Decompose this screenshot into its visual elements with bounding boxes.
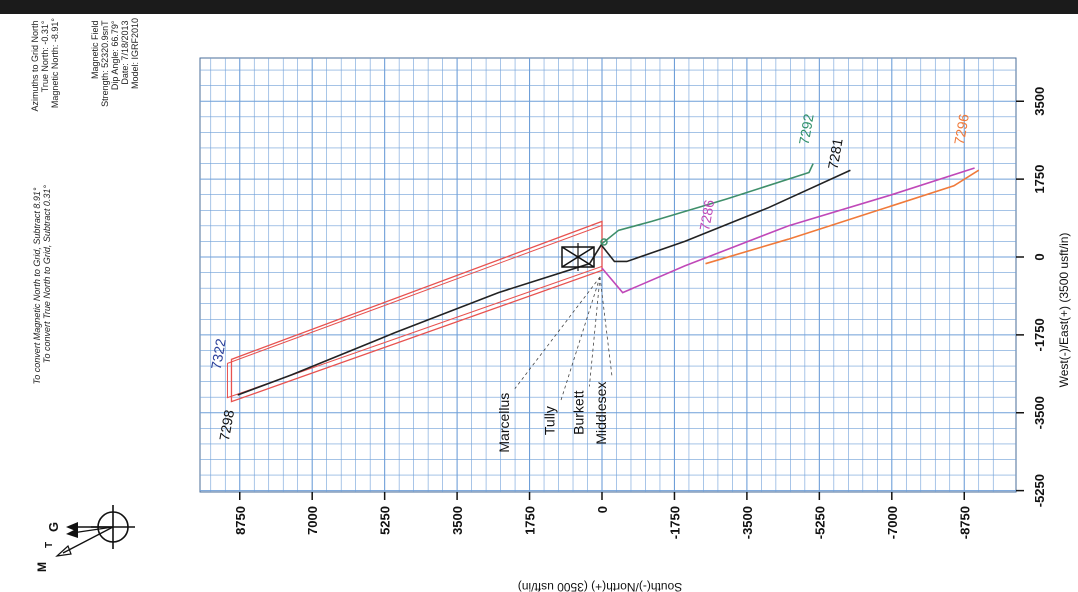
formation-leader <box>560 276 601 403</box>
well-path-7298 <box>237 243 603 396</box>
azimuth-info: Azimuths to Grid North True North: -0.31… <box>30 18 60 112</box>
north-arrow-label-magnetic: M <box>35 562 49 572</box>
x-tick-label: 0 <box>595 506 610 513</box>
lease-boundary <box>226 220 603 403</box>
x-tick-label: 1750 <box>523 506 538 535</box>
magnetic-line-1: Magnetic Field <box>90 21 100 80</box>
x-tick-label: 7000 <box>305 506 320 535</box>
y-tick-label: 3500 <box>1032 87 1047 116</box>
formation-label: Middlesex <box>593 382 609 445</box>
well-path-7296 <box>705 169 980 265</box>
magnetic-line-3: Dip Angle: 66.79° <box>110 20 120 90</box>
conversion-notes: To convert Magnetic North to Grid, Subtr… <box>32 185 52 385</box>
formation-label: Marcellus <box>496 393 512 453</box>
well-labels: 7322 7298 7292 7281 7286 7296 <box>208 112 972 442</box>
x-tick-label: 5250 <box>378 506 393 535</box>
formation-leader <box>588 276 601 387</box>
formation-leader <box>599 276 613 378</box>
magnetic-line-5: Model: IGRF2010 <box>130 18 140 89</box>
page-top-border <box>0 0 1078 14</box>
x-axis-label: South(-)/North(+) (3500 usft/in) <box>518 580 682 592</box>
azimuth-line-3: Magnetic North: -8.91° <box>50 18 60 109</box>
north-arrow-label-true: T <box>44 542 55 548</box>
well-path-7286 <box>601 167 975 294</box>
well-label: 7322 <box>208 337 229 371</box>
surface-location-marker <box>600 238 608 246</box>
lease-outline-inner <box>226 224 603 399</box>
well-label: 7286 <box>696 198 717 232</box>
well-paths <box>237 163 980 396</box>
drill-pad-icon <box>561 238 608 271</box>
well-label: 7296 <box>951 112 972 146</box>
magnetic-line-2: Strength: 52320.9snT <box>100 20 110 107</box>
x-tick-label: -1750 <box>667 506 682 539</box>
x-axis-ticks: 8750 7000 5250 3500 1750 0 -1750 -3500 -5250 -700… <box>233 492 972 539</box>
formation-markers: Marcellus Tully Burkett Middlesex <box>496 276 613 453</box>
well-label: 7281 <box>825 137 846 171</box>
y-axis-label: West(-)/East(+) (3500 usft/in) <box>1057 233 1071 388</box>
plot-grid <box>200 58 1016 492</box>
formation-label: Burkett <box>570 390 586 434</box>
north-arrow-label-grid: G <box>46 522 61 532</box>
y-tick-label: -5250 <box>1032 474 1047 507</box>
well-label: 7292 <box>796 112 817 146</box>
x-tick-label: 8750 <box>233 506 248 535</box>
well-label: 7298 <box>216 408 237 442</box>
x-tick-label: -3500 <box>740 506 755 539</box>
x-tick-label: -7000 <box>885 506 900 539</box>
y-tick-label: -3500 <box>1032 396 1047 429</box>
north-arrow-icon: G T M <box>35 505 135 572</box>
y-axis-ticks: 3500 1750 0 -1750 -3500 -5250 <box>1016 87 1047 507</box>
y-tick-label: -1750 <box>1032 318 1047 351</box>
magnetic-field-info: Magnetic Field Strength: 52320.9snT Dip … <box>90 18 140 107</box>
magnetic-line-4: Date: 7/18/2013 <box>120 21 130 85</box>
azimuth-line-2: True North: -0.31° <box>40 20 50 92</box>
y-tick-label: 0 <box>1032 253 1047 260</box>
y-tick-label: 1750 <box>1032 165 1047 194</box>
x-tick-label: -5250 <box>812 506 827 539</box>
x-tick-label: 3500 <box>450 506 465 535</box>
well-path-7292 <box>601 163 814 245</box>
formation-label: Tully <box>541 406 557 435</box>
well-path-7281 <box>601 169 851 263</box>
conversion-note-2: To convert True North to Grid, Subtract … <box>42 185 52 364</box>
azimuth-line-1: Azimuths to Grid North <box>30 21 40 112</box>
x-tick-label: -8750 <box>957 506 972 539</box>
conversion-note-1: To convert Magnetic North to Grid, Subtr… <box>32 187 42 384</box>
